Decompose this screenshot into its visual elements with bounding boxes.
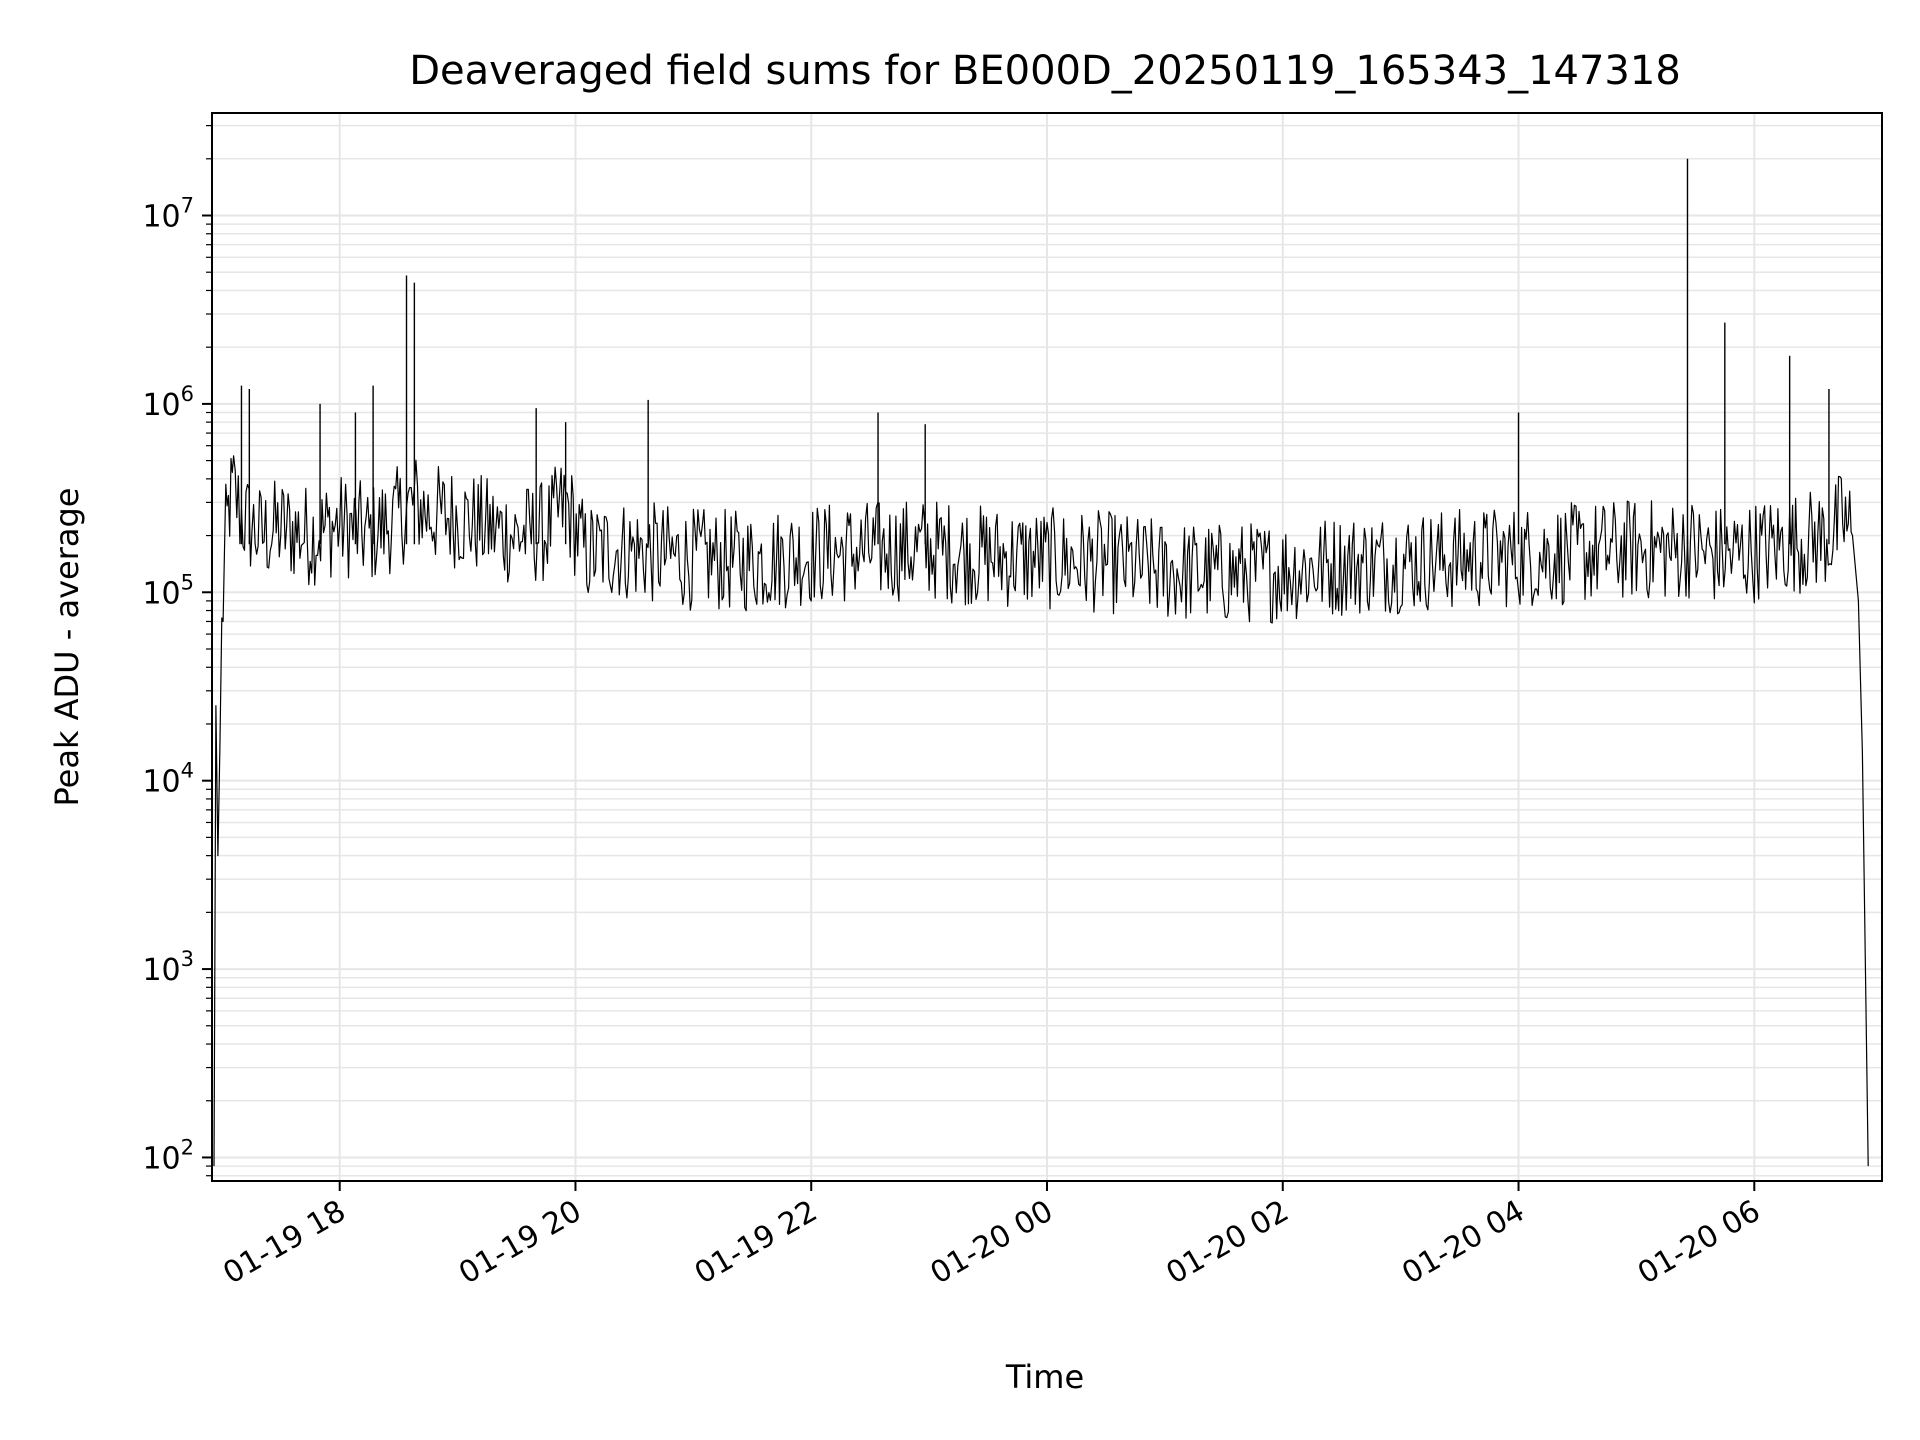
y-tick-label: 105 <box>142 570 194 611</box>
y-axis-title: Peak ADU - average <box>48 488 86 807</box>
y-tick-label: 107 <box>142 193 194 234</box>
y-axis: 102 103 104 105 106 107 <box>142 125 212 1176</box>
y-tick-label: 102 <box>142 1135 194 1176</box>
grid <box>212 113 1882 1181</box>
chart-title: Deaveraged field sums for BE000D_2025011… <box>409 48 1681 94</box>
x-axis-title: Time <box>1005 1358 1084 1396</box>
data-series <box>213 158 1869 1167</box>
y-tick-label: 104 <box>142 759 194 800</box>
series-line <box>213 455 1869 1167</box>
y-tick-label: 103 <box>142 947 194 988</box>
y-tick-label: 106 <box>142 382 194 423</box>
